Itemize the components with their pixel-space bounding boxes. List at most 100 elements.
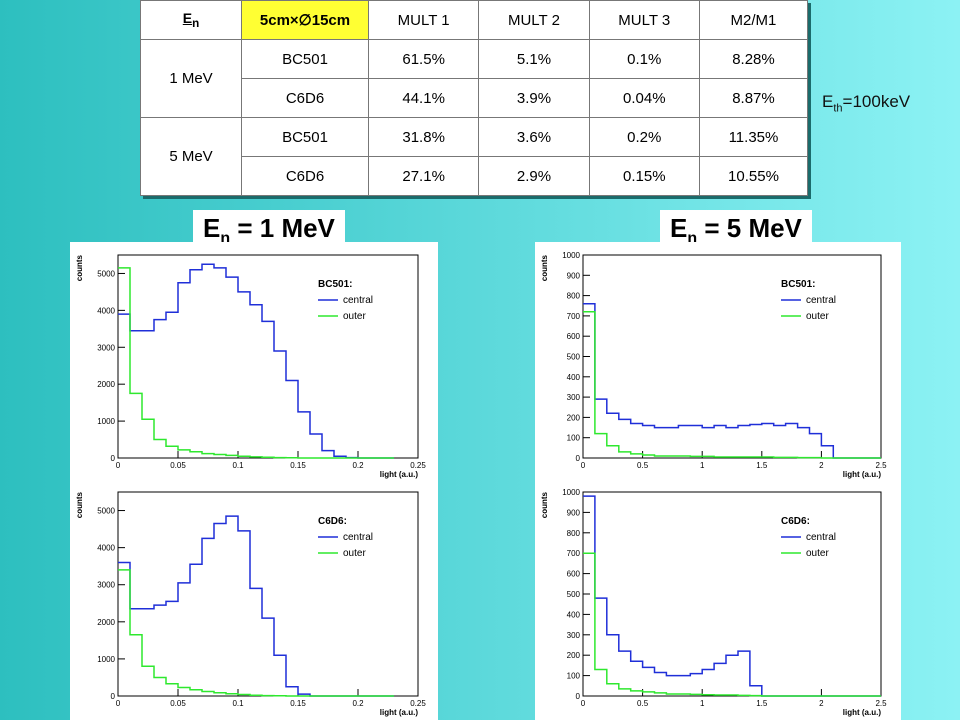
series-outer [583, 552, 881, 697]
y-tick-label: 0 [576, 692, 581, 701]
y-tick-label: 0 [576, 454, 581, 463]
energy-header-1mev: En = 1 MeV [193, 210, 345, 247]
x-axis-label: light (a.u.) [380, 470, 419, 479]
table-cell: C6D6 [241, 78, 369, 118]
legend-label-central: central [806, 295, 836, 306]
y-tick-label: 0 [111, 454, 116, 463]
legend-title: C6D6: [318, 516, 347, 527]
legend-title: C6D6: [781, 516, 810, 527]
y-tick-label: 500 [567, 353, 581, 362]
x-tick-label: 0.05 [170, 461, 186, 470]
y-axis-label: counts [540, 254, 549, 281]
x-tick-label: 2.5 [875, 461, 887, 470]
table-cell: 8.28% [698, 39, 809, 79]
legend-label-central: central [343, 295, 373, 306]
y-tick-label: 3000 [97, 343, 115, 352]
y-tick-label: 1000 [97, 655, 115, 664]
threshold-label: Eth=100keV [822, 92, 911, 115]
table-cell: 61.5% [367, 39, 480, 79]
y-tick-label: 800 [567, 292, 581, 301]
table-cell: 0.1% [588, 39, 700, 79]
y-tick-label: 3000 [97, 581, 115, 590]
x-tick-label: 0.25 [410, 699, 426, 708]
x-tick-label: 0.2 [352, 699, 364, 708]
header-cell-ratio: M2/M1 [698, 0, 809, 40]
x-tick-label: 0 [116, 461, 121, 470]
y-tick-label: 100 [567, 672, 581, 681]
series-outer [118, 569, 394, 697]
x-tick-label: 0.1 [232, 699, 244, 708]
energy-header-5mev: En = 5 MeV [660, 210, 812, 247]
series-central [583, 302, 881, 459]
x-tick-label: 0 [581, 699, 586, 708]
table-cell: 0.15% [588, 156, 700, 196]
y-tick-label: 300 [567, 631, 581, 640]
y-tick-label: 2000 [97, 380, 115, 389]
header-cell-en: En [140, 0, 242, 40]
y-axis-label: counts [540, 491, 549, 518]
table-cell: 11.35% [698, 117, 809, 157]
x-tick-label: 0.5 [637, 699, 649, 708]
y-tick-label: 500 [567, 590, 581, 599]
y-tick-label: 1000 [562, 251, 580, 260]
x-tick-label: 0.15 [290, 461, 306, 470]
y-tick-label: 2000 [97, 618, 115, 627]
x-tick-label: 0.5 [637, 461, 649, 470]
y-tick-label: 700 [567, 549, 581, 558]
x-axis-label: light (a.u.) [843, 470, 882, 479]
y-tick-label: 4000 [97, 306, 115, 315]
chart-bc501-5mev: 0 0.5 1 1.5 2 2.5 0 100 200 300 400 500 600 700 800 900… [540, 251, 887, 479]
y-tick-label: 5000 [97, 269, 115, 278]
x-tick-label: 1.5 [756, 461, 768, 470]
x-tick-label: 2.5 [875, 699, 887, 708]
plot-frame [117, 254, 419, 459]
y-tick-label: 900 [567, 271, 581, 280]
table-cell: 3.6% [478, 117, 590, 157]
x-tick-label: 2 [819, 461, 824, 470]
x-tick-label: 0.1 [232, 461, 244, 470]
table-cell: 5.1% [478, 39, 590, 79]
table-cell: 3.9% [478, 78, 590, 118]
series-outer [118, 267, 394, 459]
header-cell-mult3: MULT 3 [588, 0, 700, 40]
chart-c6d6-1mev: 0 0.05 0.1 0.15 0.2 0.25 0 1000 2000 3000 4000 5000… [75, 491, 426, 717]
x-tick-label: 1.5 [756, 699, 768, 708]
plot-frame [117, 491, 419, 697]
y-tick-label: 300 [567, 393, 581, 402]
y-tick-label: 800 [567, 529, 581, 538]
y-tick-label: 900 [567, 508, 581, 517]
header-cell-mult2: MULT 2 [478, 0, 590, 40]
y-tick-label: 200 [567, 651, 581, 660]
legend-title: BC501: [781, 279, 815, 290]
table-cell: 8.87% [698, 78, 809, 118]
x-tick-label: 0.15 [290, 699, 306, 708]
table-cell: 44.1% [367, 78, 480, 118]
x-tick-label: 1 [700, 461, 705, 470]
x-tick-label: 0 [581, 461, 586, 470]
y-tick-label: 400 [567, 610, 581, 619]
energy-cell: 1 MeV [140, 39, 242, 118]
x-axis-label: light (a.u.) [843, 708, 882, 717]
y-axis-label: counts [75, 254, 84, 281]
y-tick-label: 200 [567, 413, 581, 422]
x-tick-label: 1 [700, 699, 705, 708]
y-tick-label: 4000 [97, 544, 115, 553]
y-tick-label: 100 [567, 434, 581, 443]
y-tick-label: 600 [567, 570, 581, 579]
plot-frame [582, 491, 882, 697]
summary-table: En 5cm×∅15cm MULT 1 MULT 2 MULT 3 M2/M1 … [140, 0, 809, 196]
y-axis-label: counts [75, 491, 84, 518]
series-outer [583, 311, 881, 459]
table-cell: 0.2% [588, 117, 700, 157]
legend-label-central: central [343, 532, 373, 543]
legend-label-outer: outer [343, 311, 366, 322]
header-cell-size: 5cm×∅15cm [241, 0, 369, 40]
legend-title: BC501: [318, 279, 352, 290]
table-cell: 27.1% [367, 156, 480, 196]
y-tick-label: 400 [567, 373, 581, 382]
x-tick-label: 0.25 [410, 461, 426, 470]
legend-label-outer: outer [806, 548, 829, 559]
table-cell: 0.04% [588, 78, 700, 118]
x-tick-label: 2 [819, 699, 824, 708]
legend-label-central: central [806, 532, 836, 543]
